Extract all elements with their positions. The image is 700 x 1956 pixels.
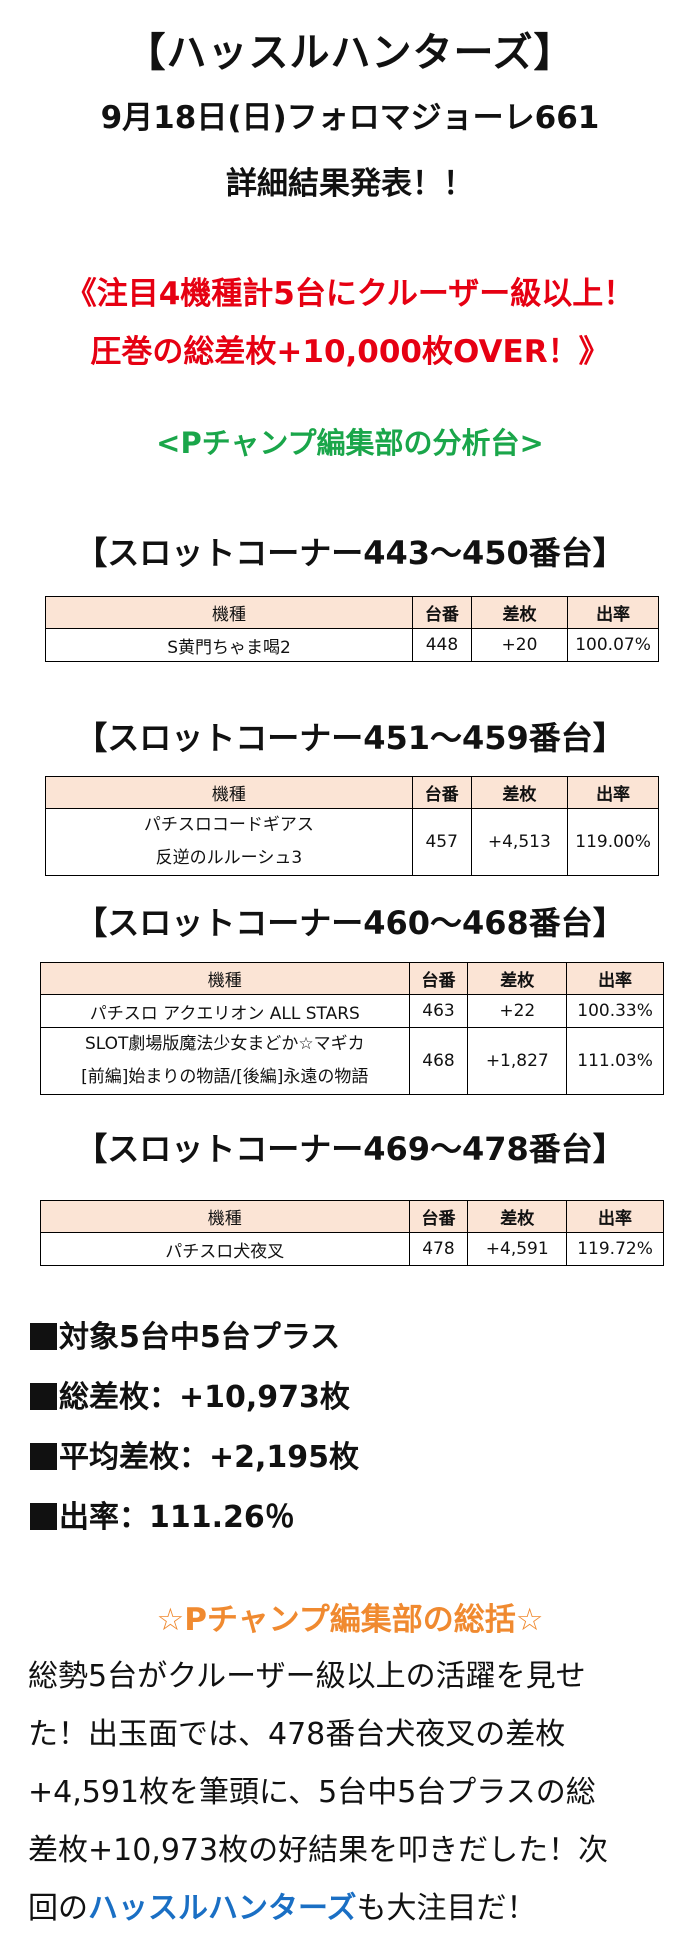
table-row: パチスロ アクエリオン ALL STARS 463 +22 100.33% [40, 994, 664, 1028]
table-row: パチスロ犬夜叉 478 +4,591 119.72% [40, 1232, 664, 1266]
square-bullet-icon [30, 1443, 57, 1470]
result-table-460-468: 機種 台番 差枚 出率 パチスロ アクエリオン ALL STARS 463 +2… [40, 962, 664, 1095]
col-rate: 出率 [567, 596, 659, 629]
highlight-line-2: 圧巻の総差枚+10,000枚OVER！》 [90, 334, 610, 370]
col-number: 台番 [411, 776, 472, 809]
section-title-469-478: 【スロットコーナー469～478番台】 [75, 1130, 625, 1168]
col-rate: 出率 [566, 962, 664, 995]
number-cell: 448 [412, 628, 472, 662]
col-diff: 差枚 [470, 596, 569, 629]
summary-plus-count: 対象5台中5台プラス [30, 1312, 340, 1356]
result-table-443-450: 機種 台番 差枚 出率 S黄門ちゃま喝2 448 +20 100.07% [44, 596, 659, 662]
announce-line: 詳細結果発表！！ [226, 166, 474, 202]
col-rate: 出率 [567, 776, 659, 809]
conclusion-line-2: た！出玉面では、478番台犬夜叉の差枚 [28, 1717, 566, 1752]
rate-cell: 111.03% [566, 1027, 664, 1095]
conclusion-line-5-pre: 回の [28, 1891, 88, 1926]
number-cell: 457 [411, 808, 472, 876]
diff-cell: +4,591 [467, 1232, 568, 1266]
diff-cell: +4,513 [470, 808, 569, 876]
number-cell: 468 [408, 1027, 469, 1095]
summary-rate-text: 出率：111.26％ [59, 1500, 295, 1535]
col-number: 台番 [412, 596, 472, 629]
col-diff: 差枚 [467, 962, 568, 995]
conclusion-line-1: 総勢5台がクルーザー級以上の活躍を見せ [28, 1659, 586, 1694]
col-diff: 差枚 [470, 776, 569, 809]
machine-cell: パチスロ犬夜叉 [40, 1232, 410, 1266]
conclusion-line-5-post: も大注目だ！ [356, 1891, 537, 1926]
result-table-451-459: 機種 台番 差枚 出率 パチスロコードギアス 反逆のルルーシュ3 457 +4,5… [45, 776, 659, 876]
machine-line-1: パチスロコードギアス [143, 815, 314, 835]
conclusion-heading: ☆Pチャンプ編集部の総括☆ [156, 1602, 544, 1638]
machine-line-1: SLOT劇場版魔法少女まどか☆マギカ [84, 1034, 365, 1054]
conclusion-line-4: 差枚+10,973枚の好結果を叩きだした！次 [28, 1833, 609, 1868]
col-machine: 機種 [40, 1200, 410, 1233]
section-title-451-459: 【スロットコーナー451～459番台】 [75, 719, 625, 757]
machine-cell: パチスロコードギアス 反逆のルルーシュ3 [45, 808, 413, 876]
section-title-460-468: 【スロットコーナー460～468番台】 [75, 904, 625, 942]
machine-cell: S黄門ちゃま喝2 [44, 628, 414, 662]
summary-avg-diff: 平均差枚：+2,195枚 [30, 1432, 359, 1476]
col-diff: 差枚 [467, 1200, 568, 1233]
highlight-line-1: 《注目4機種計5台にクルーザー級以上！ [65, 276, 635, 312]
rate-cell: 119.72% [566, 1232, 664, 1266]
diff-cell: +22 [467, 994, 568, 1028]
table-header-row: 機種 台番 差枚 出率 [40, 1200, 664, 1233]
square-bullet-icon [30, 1323, 57, 1350]
col-machine: 機種 [40, 962, 410, 995]
table-row: パチスロコードギアス 反逆のルルーシュ3 457 +4,513 119.00% [45, 808, 659, 876]
table-row: S黄門ちゃま喝2 448 +20 100.07% [44, 628, 659, 662]
diff-cell: +1,827 [467, 1027, 568, 1095]
square-bullet-icon [30, 1503, 57, 1530]
col-rate: 出率 [566, 1200, 664, 1233]
machine-cell: SLOT劇場版魔法少女まどか☆マギカ [前編]始まりの物語/[後編]永遠の物語 [40, 1027, 410, 1095]
brand-name: ハッスルハンターズ [88, 1891, 357, 1926]
rate-cell: 100.07% [567, 628, 659, 662]
conclusion-paragraph: 総勢5台がクルーザー級以上の活躍を見せ た！出玉面では、478番台犬夜叉の差枚 … [28, 1648, 678, 1938]
number-cell: 463 [408, 994, 469, 1028]
table-row: SLOT劇場版魔法少女まどか☆マギカ [前編]始まりの物語/[後編]永遠の物語 4… [40, 1027, 664, 1095]
conclusion-line-3: +4,591枚を筆頭に、5台中5台プラスの総 [28, 1775, 596, 1810]
number-cell: 478 [408, 1232, 469, 1266]
summary-total-diff: 総差枚：+10,973枚 [30, 1372, 350, 1416]
col-number: 台番 [408, 962, 469, 995]
rate-cell: 100.33% [566, 994, 664, 1028]
table-header-row: 機種 台番 差枚 出率 [40, 962, 664, 995]
machine-cell: パチスロ アクエリオン ALL STARS [40, 994, 410, 1028]
section-title-443-450: 【スロットコーナー443～450番台】 [75, 534, 625, 572]
table-header-row: 機種 台番 差枚 出率 [44, 596, 659, 629]
summary-plus-count-text: 対象5台中5台プラス [59, 1320, 341, 1355]
analysis-heading: <Pチャンプ編集部の分析台> [156, 426, 544, 460]
conclusion-line-5: 回のハッスルハンターズも大注目だ！ [28, 1880, 678, 1938]
page-title: 【ハッスルハンターズ】 [125, 30, 575, 76]
table-header-row: 機種 台番 差枚 出率 [45, 776, 659, 809]
machine-line-2: 反逆のルルーシュ3 [155, 848, 303, 868]
summary-avg-diff-text: 平均差枚：+2,195枚 [59, 1440, 360, 1475]
result-table-469-478: 機種 台番 差枚 出率 パチスロ犬夜叉 478 +4,591 119.72% [40, 1200, 664, 1266]
machine-line-2: [前編]始まりの物語/[後編]永遠の物語 [81, 1067, 369, 1087]
square-bullet-icon [30, 1383, 57, 1410]
summary-total-diff-text: 総差枚：+10,973枚 [59, 1380, 350, 1415]
col-machine: 機種 [44, 596, 414, 629]
summary-rate: 出率：111.26％ [30, 1492, 295, 1536]
col-number: 台番 [408, 1200, 469, 1233]
rate-cell: 119.00% [567, 808, 659, 876]
diff-cell: +20 [470, 628, 569, 662]
date-line: 9月18日(日)フォロマジョーレ661 [100, 100, 600, 136]
col-machine: 機種 [45, 776, 413, 809]
